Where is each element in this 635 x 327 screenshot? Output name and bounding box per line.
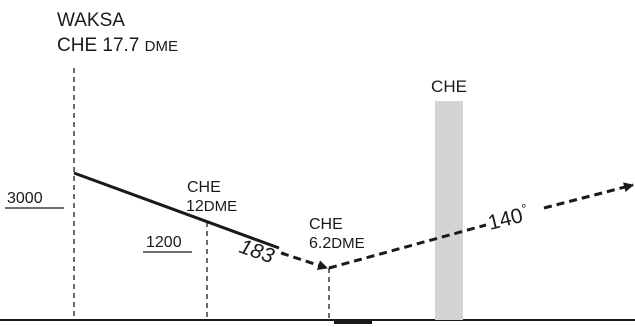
inbound-course-value: 183 (236, 235, 277, 268)
waksa-fix-name: WAKSA (57, 10, 125, 31)
outbound-course-value: 140 (486, 204, 526, 235)
waksa-fix-dme: CHE 17.7 DME (57, 35, 178, 56)
waksa-dme-unit: DME (145, 38, 178, 55)
inbound-course: 183° (236, 235, 286, 271)
mapt-dme-unit: DME (331, 235, 364, 252)
stepdown-altitude: 1200 (146, 234, 182, 251)
descent-path (73, 171, 280, 250)
outbound-degree: ° (520, 201, 529, 217)
mapt-station: CHE (309, 216, 343, 233)
che-station-label: CHE (431, 77, 467, 96)
runway-bar (334, 320, 372, 324)
stepdown-dme-value: 12 (186, 198, 204, 215)
inbound-degree: ° (277, 248, 287, 264)
waksa-dme-value: CHE 17.7 (57, 35, 145, 56)
mapt-dme: 6.2DME (309, 235, 365, 252)
che-station-column (435, 101, 463, 320)
inbound-arrow (280, 251, 328, 270)
outbound-arrow (543, 182, 634, 210)
outbound-path (328, 223, 487, 270)
stepdown-dme-unit: DME (204, 198, 237, 215)
waksa-altitude: 3000 (7, 190, 43, 207)
mapt-dme-value: 6.2 (309, 235, 331, 252)
outbound-course: 140° (485, 201, 531, 235)
stepdown-station: CHE (187, 179, 221, 196)
stepdown-dme: 12DME (186, 198, 237, 215)
